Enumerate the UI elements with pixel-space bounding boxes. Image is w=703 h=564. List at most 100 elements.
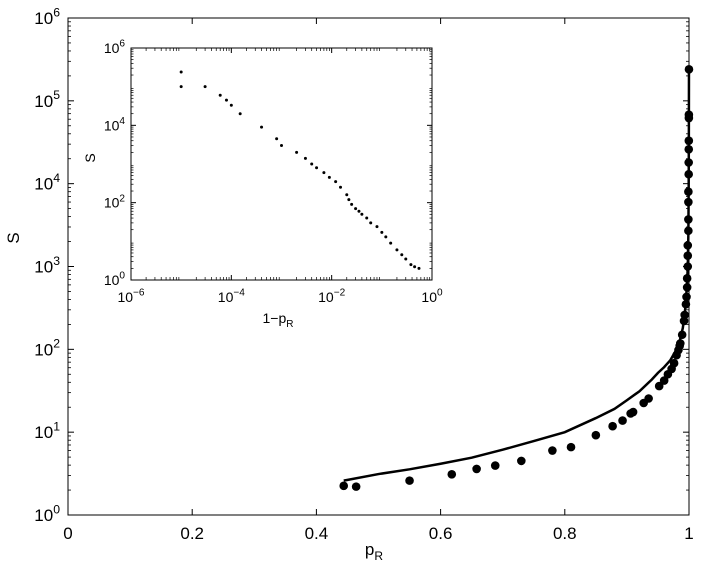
inset-data-point bbox=[295, 150, 299, 154]
inset-data-point bbox=[229, 103, 233, 107]
main-x-tick-label: 0.4 bbox=[305, 524, 329, 543]
inset-data-point bbox=[409, 263, 413, 267]
main-data-points bbox=[339, 65, 694, 491]
main-data-point bbox=[517, 456, 526, 466]
inset-ticks bbox=[130, 47, 433, 281]
main-data-point bbox=[684, 158, 693, 167]
inset-x-tick-label: 10−4 bbox=[218, 288, 245, 305]
main-data-point bbox=[405, 476, 414, 485]
inset-data-point bbox=[389, 241, 393, 245]
main-data-point bbox=[618, 416, 627, 425]
inset-data-point bbox=[260, 125, 264, 129]
main-y-tick-label: 104 bbox=[34, 171, 60, 194]
inset-data-point bbox=[365, 216, 369, 220]
main-y-tick-label: 100 bbox=[34, 502, 60, 525]
main-data-point bbox=[681, 299, 691, 309]
main-data-point bbox=[683, 262, 693, 271]
main-x-tick-labels: 0 0.2 0.4 0.6 0.8 1 bbox=[63, 524, 693, 543]
inset-data-point bbox=[395, 248, 399, 252]
inset-data-point bbox=[203, 85, 207, 89]
main-data-point bbox=[472, 464, 481, 474]
inset-data-point bbox=[224, 98, 228, 102]
inset-data-point bbox=[238, 112, 242, 116]
main-theory-curve bbox=[343, 67, 691, 482]
inset-data-point bbox=[310, 162, 314, 166]
inset-x-tick-label: 10−2 bbox=[318, 288, 345, 305]
main-y-tick-label: 102 bbox=[34, 337, 60, 360]
main-data-point bbox=[682, 292, 691, 302]
inset-y-tick-label: 104 bbox=[104, 116, 126, 133]
main-y-tick-label: 106 bbox=[34, 5, 60, 28]
inset-y-tick-label: 106 bbox=[104, 39, 126, 56]
inset-data-point bbox=[327, 175, 331, 179]
inset-data-point bbox=[369, 221, 373, 225]
main-data-point bbox=[683, 251, 693, 261]
main-data-point bbox=[548, 446, 557, 455]
main-data-point bbox=[339, 481, 349, 491]
main-data-point bbox=[566, 442, 576, 452]
main-data-point bbox=[447, 469, 457, 479]
main-x-tick-label: 0.6 bbox=[429, 524, 453, 543]
main-data-point bbox=[684, 144, 694, 154]
inset-data-point bbox=[315, 166, 319, 170]
inset-data-point bbox=[345, 193, 349, 197]
inset-x-axis-label: 1−pR bbox=[263, 310, 294, 330]
inset-x-tick-label: 10−6 bbox=[117, 288, 144, 305]
inset-data-point bbox=[417, 266, 421, 270]
main-y-axis-label: S bbox=[4, 232, 23, 243]
main-data-point bbox=[677, 330, 687, 340]
inset-data-point bbox=[347, 198, 351, 202]
main-y-tick-label: 101 bbox=[34, 420, 60, 443]
inset-y-tick-label: 102 bbox=[104, 193, 126, 210]
main-data-point bbox=[490, 461, 500, 470]
inset-data-point bbox=[303, 156, 307, 160]
inset-data-point bbox=[354, 207, 358, 211]
main-data-point bbox=[684, 169, 693, 179]
main-data-point bbox=[680, 310, 689, 320]
main-data-point bbox=[669, 358, 679, 368]
main-data-point bbox=[591, 430, 601, 440]
main-data-point bbox=[684, 197, 693, 207]
inset-y-tick-labels: 100 102 104 106 bbox=[104, 39, 126, 288]
inset-data-point bbox=[322, 171, 326, 175]
inset-data-point bbox=[357, 209, 361, 213]
main-data-point bbox=[659, 376, 669, 385]
main-data-point bbox=[682, 274, 692, 283]
inset-data-point bbox=[380, 230, 384, 234]
inset-data-point bbox=[413, 265, 417, 269]
inset-data-point bbox=[275, 137, 279, 141]
main-y-tick-label: 105 bbox=[34, 88, 60, 111]
inset-data-point bbox=[375, 225, 379, 229]
main-data-point bbox=[684, 187, 693, 196]
main-data-point bbox=[682, 283, 692, 292]
main-data-point bbox=[676, 339, 685, 348]
main-data-point bbox=[684, 110, 694, 120]
inset-data-point bbox=[404, 257, 408, 261]
inset-data-point bbox=[218, 93, 222, 97]
main-y-tick-labels: 100 101 102 103 104 105 106 bbox=[34, 5, 60, 525]
inset-data-point bbox=[280, 144, 283, 148]
inset-plot: 10−6 10−4 10−2 100 100 102 104 106 1−pR S bbox=[82, 39, 443, 330]
inset-data-point bbox=[339, 185, 343, 189]
inset-plot-frame bbox=[130, 47, 433, 281]
main-data-point bbox=[684, 215, 693, 224]
inset-data-point bbox=[179, 70, 183, 74]
main-data-point bbox=[628, 407, 638, 417]
inset-data-point bbox=[384, 235, 388, 239]
main-data-point bbox=[644, 394, 653, 403]
inset-data-point bbox=[350, 202, 354, 206]
inset-data-point bbox=[400, 253, 404, 257]
main-data-point bbox=[608, 421, 617, 431]
main-data-point bbox=[684, 136, 694, 146]
inset-y-axis-label: S bbox=[82, 153, 98, 162]
main-data-point bbox=[351, 482, 361, 491]
inset-data-point bbox=[179, 85, 183, 89]
main-x-tick-label: 0.2 bbox=[180, 524, 204, 543]
main-data-point bbox=[683, 241, 693, 250]
main-data-point bbox=[684, 226, 693, 236]
inset-x-tick-label: 100 bbox=[421, 288, 443, 305]
main-x-tick-label: 1 bbox=[684, 524, 693, 543]
main-data-point bbox=[684, 65, 694, 74]
inset-x-tick-labels: 10−6 10−4 10−2 100 bbox=[117, 288, 443, 305]
